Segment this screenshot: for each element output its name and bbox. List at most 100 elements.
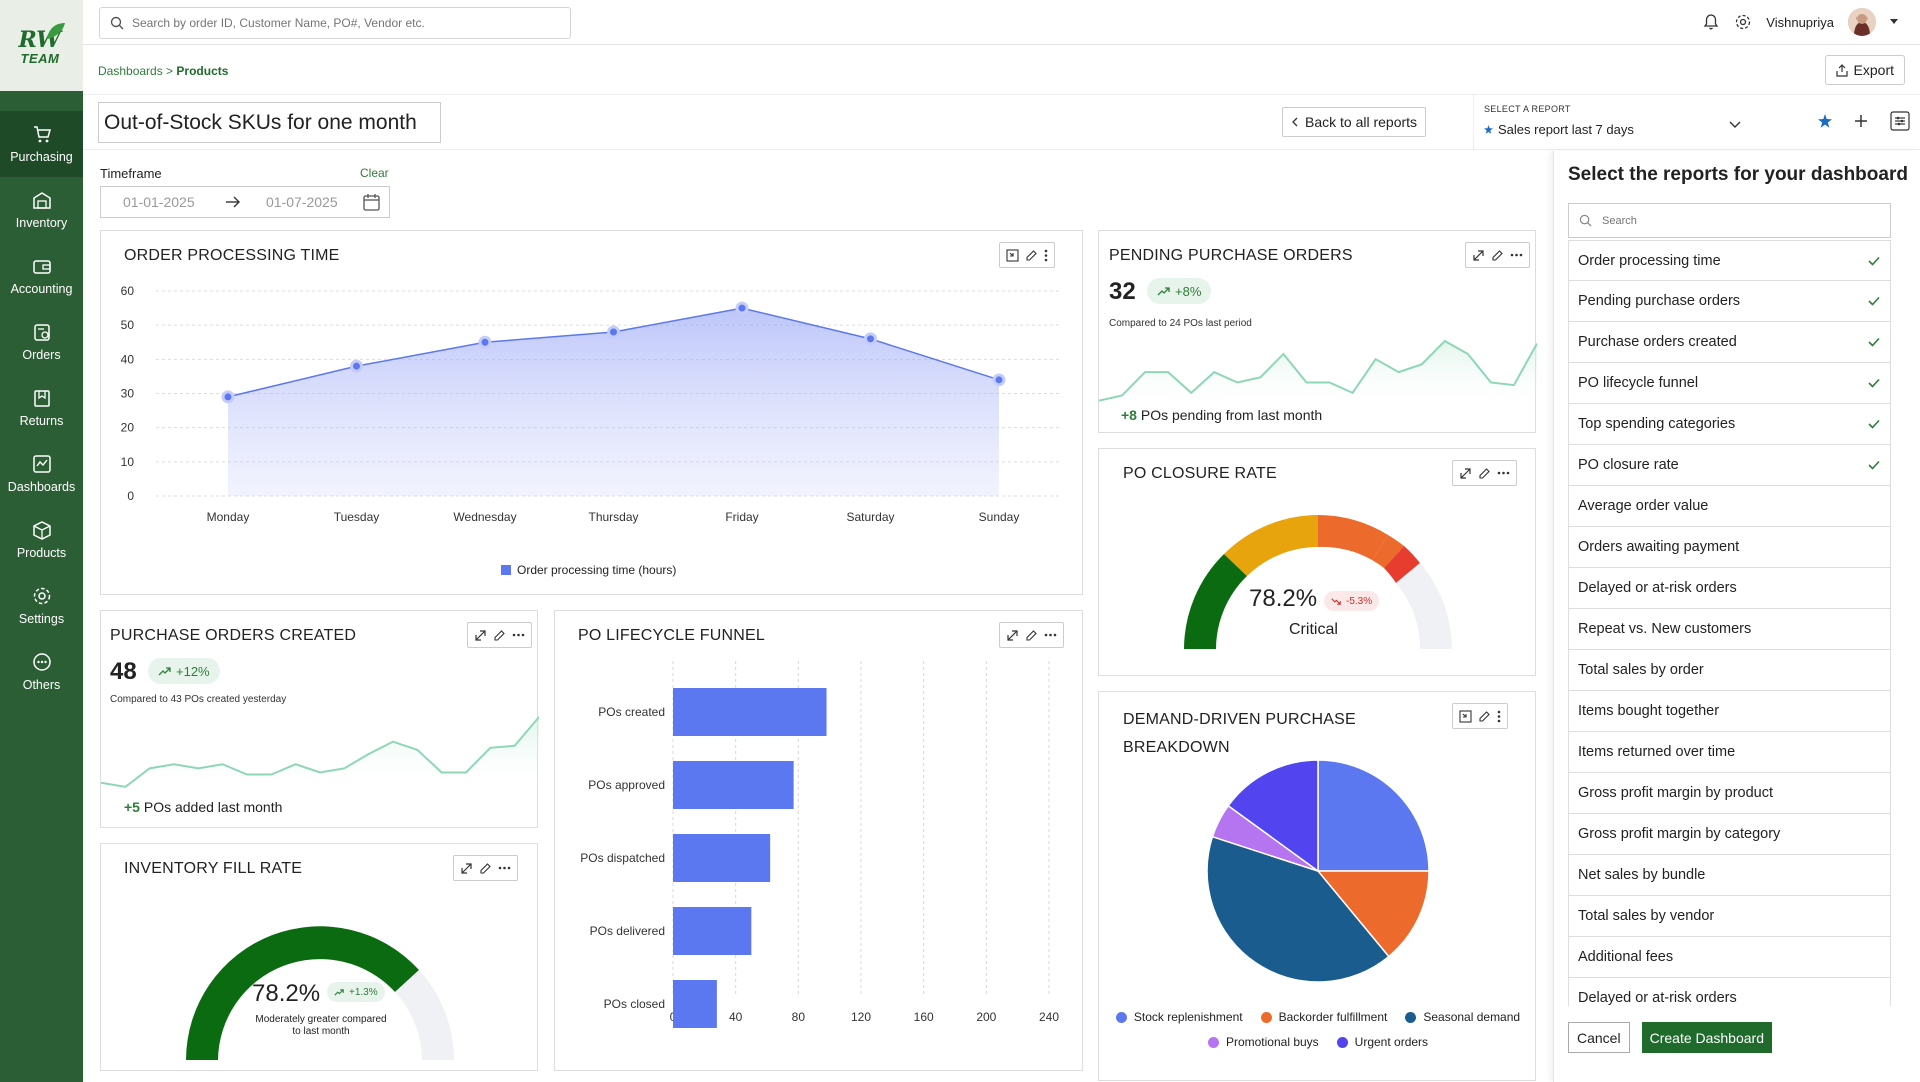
foot-number: +8 [1121, 407, 1137, 423]
sidebar-item-purchasing[interactable]: Purchasing [0, 111, 83, 177]
data-point[interactable] [350, 359, 363, 373]
bell-icon[interactable] [1702, 13, 1720, 31]
expand-icon[interactable] [474, 629, 487, 642]
expand-icon[interactable] [1472, 249, 1485, 262]
report-select[interactable]: SELECT A REPORT Sales report last 7 days [1473, 95, 1753, 149]
export-button[interactable]: Export [1824, 55, 1905, 85]
logo[interactable]: RW TEAM [0, 0, 83, 91]
check-icon [1868, 378, 1880, 388]
report-option[interactable]: Items bought together [1568, 691, 1891, 732]
global-search[interactable] [99, 7, 571, 39]
expand-icon[interactable] [1006, 629, 1019, 642]
pie-slice[interactable] [1317, 760, 1430, 872]
gear-icon[interactable] [1734, 13, 1752, 31]
report-option[interactable]: Purchase orders created [1568, 322, 1891, 363]
sidebar-item-accounting[interactable]: Accounting [0, 243, 83, 309]
report-option[interactable]: Net sales by bundle [1568, 855, 1891, 896]
create-dashboard-button[interactable]: Create Dashboard [1641, 1022, 1772, 1053]
panel-search[interactable] [1568, 203, 1891, 238]
report-option[interactable]: Average order value [1568, 486, 1891, 527]
report-title-field[interactable]: Out-of-Stock SKUs for one month [98, 102, 441, 143]
pie-slice[interactable] [1227, 760, 1319, 873]
more-horizontal-icon[interactable] [1497, 471, 1510, 475]
collapse-icon[interactable] [1459, 709, 1472, 723]
bar[interactable] [673, 761, 794, 809]
report-option[interactable]: Repeat vs. New customers [1568, 609, 1891, 650]
panel-search-input[interactable] [1602, 214, 1862, 227]
report-option-label: PO closure rate [1578, 457, 1679, 473]
bar[interactable] [673, 907, 752, 955]
sidebar-item-returns[interactable]: Returns [0, 375, 83, 441]
report-option[interactable]: PO lifecycle funnel [1568, 363, 1891, 404]
report-option[interactable]: Orders awaiting payment [1568, 527, 1891, 568]
pie-legend-row: Stock replenishment Backorder fulfillment… [1099, 1010, 1537, 1024]
sidebar-item-products[interactable]: Products [0, 507, 83, 573]
sidebar-item-orders[interactable]: Orders [0, 309, 83, 375]
report-option[interactable]: Additional fees [1568, 937, 1891, 978]
report-option[interactable]: Gross profit margin by product [1568, 773, 1891, 814]
filter-settings-icon[interactable] [1890, 111, 1910, 131]
chevron-down-icon[interactable] [1890, 19, 1898, 25]
more-horizontal-icon[interactable] [1510, 253, 1523, 257]
cancel-button[interactable]: Cancel [1568, 1022, 1630, 1053]
user-name[interactable]: Vishnupriya [1766, 14, 1834, 30]
report-option[interactable]: Gross profit margin by category [1568, 814, 1891, 855]
data-point[interactable] [864, 332, 877, 346]
collapse-icon[interactable] [1006, 248, 1019, 262]
report-option[interactable]: Top spending categories [1568, 404, 1891, 445]
report-option[interactable]: Order processing time [1568, 240, 1891, 281]
sidebar-item-settings[interactable]: Settings [0, 573, 83, 639]
search-input[interactable] [132, 16, 552, 30]
sparkline-fill [101, 717, 539, 793]
bar[interactable] [673, 688, 827, 736]
edit-icon[interactable] [479, 862, 492, 875]
edit-icon[interactable] [1478, 710, 1491, 723]
timeframe-clear-link[interactable]: Clear [360, 166, 389, 180]
data-point[interactable] [735, 301, 749, 315]
report-option[interactable]: Delayed or at-risk orders [1568, 978, 1891, 1006]
back-to-reports-button[interactable]: Back to all reports [1282, 107, 1427, 137]
gauge-segment-green [1184, 554, 1247, 649]
report-option[interactable]: Items returned over time [1568, 732, 1891, 773]
report-option[interactable]: Pending purchase orders [1568, 281, 1891, 322]
more-horizontal-icon[interactable] [1044, 633, 1057, 637]
more-vertical-icon[interactable] [1044, 249, 1048, 262]
edit-icon[interactable] [1478, 467, 1491, 480]
pie-legend: Stock replenishment Backorder fulfillment… [1099, 1010, 1537, 1060]
sidebar-item-inventory[interactable]: Inventory [0, 177, 83, 243]
date-end[interactable]: 01-07-2025 [266, 194, 338, 210]
plus-icon[interactable] [1854, 114, 1868, 128]
expand-icon[interactable] [460, 862, 473, 875]
edit-icon[interactable] [1025, 249, 1038, 262]
avatar[interactable] [1848, 8, 1876, 36]
bar[interactable] [673, 980, 717, 1028]
report-option[interactable]: Total sales by order [1568, 650, 1891, 691]
bar[interactable] [673, 834, 771, 882]
more-vertical-icon[interactable] [1497, 710, 1501, 723]
more-horizontal-icon[interactable] [498, 866, 511, 870]
data-point[interactable] [478, 335, 492, 349]
data-point[interactable] [221, 390, 235, 404]
report-option[interactable]: PO closure rate [1568, 445, 1891, 486]
date-start[interactable]: 01-01-2025 [123, 194, 195, 210]
sidebar-item-dashboards[interactable]: Dashboards [0, 441, 83, 507]
expand-icon[interactable] [1459, 467, 1472, 480]
edit-icon[interactable] [1025, 629, 1038, 642]
breadcrumb-dashboards[interactable]: Dashboards [98, 64, 163, 78]
report-option[interactable]: Delayed or at-risk orders [1568, 568, 1891, 609]
edit-icon[interactable] [1491, 249, 1504, 262]
x-tick-label: Monday [207, 510, 250, 524]
pie-slice[interactable] [1316, 870, 1430, 958]
report-option[interactable]: Total sales by vendor [1568, 896, 1891, 937]
data-point[interactable] [992, 373, 1006, 387]
edit-icon[interactable] [493, 629, 506, 642]
more-horizontal-icon[interactable] [512, 633, 525, 637]
pie-slice[interactable] [1206, 835, 1390, 983]
calendar-icon[interactable] [363, 193, 380, 211]
sidebar-item-others[interactable]: Others [0, 639, 83, 705]
data-point[interactable] [607, 325, 620, 339]
star-icon[interactable] [1818, 114, 1832, 128]
gauge-segment-red-a [1372, 535, 1404, 568]
report-option-label: Repeat vs. New customers [1578, 621, 1752, 637]
date-range-picker[interactable]: 01-01-2025 01-07-2025 [100, 186, 390, 218]
